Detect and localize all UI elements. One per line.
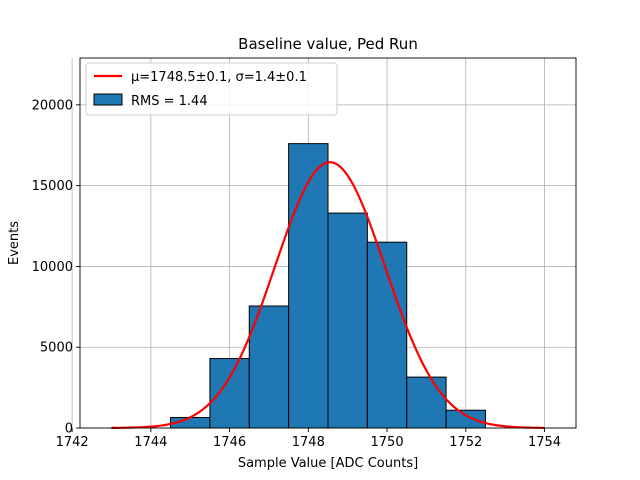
histogram-bar: [209, 358, 250, 429]
histogram-bars: [170, 143, 486, 429]
legend: μ=1748.5±0.1, σ=1.4±0.1 RMS = 1.44: [85, 62, 338, 116]
x-tick-label: 1744: [134, 435, 167, 450]
y-tick-label: 5000: [40, 341, 73, 356]
legend-fit-label: μ=1748.5±0.1, σ=1.4±0.1: [131, 70, 307, 85]
chart-title: Baseline value, Ped Run: [238, 35, 418, 53]
legend-box: [85, 62, 338, 116]
x-tick-label: 1754: [528, 435, 561, 450]
legend-histogram-swatch: [93, 93, 123, 106]
plot-frame: [79, 57, 577, 429]
x-tick-label: 1746: [213, 435, 246, 450]
histogram-bar: [327, 212, 368, 429]
fit-curve-group: [111, 161, 545, 429]
y-axis-ticks: 0 5000 10000 15000 20000: [32, 98, 80, 437]
x-tick-label: 1752: [449, 435, 482, 450]
y-tick-label: 20000: [32, 98, 73, 113]
histogram-bar: [406, 376, 447, 429]
x-axis-label: Sample Value [ADC Counts]: [238, 456, 418, 471]
y-tick-label: 15000: [32, 179, 73, 194]
y-tick-label: 10000: [32, 260, 73, 275]
gaussian-fit-line: [111, 161, 545, 429]
y-tick-label: 0: [65, 422, 73, 437]
histogram-bar: [445, 409, 486, 429]
x-tick-label: 1750: [371, 435, 404, 450]
legend-histogram-label: RMS = 1.44: [131, 94, 208, 109]
y-axis-label: Events: [7, 221, 22, 265]
x-tick-label: 1748: [292, 435, 325, 450]
histogram-bar: [288, 143, 329, 429]
x-tick-label: 1742: [56, 435, 89, 450]
x-axis-ticks: 1742 1744 1746 1748 1750 1752 1754: [56, 428, 561, 450]
